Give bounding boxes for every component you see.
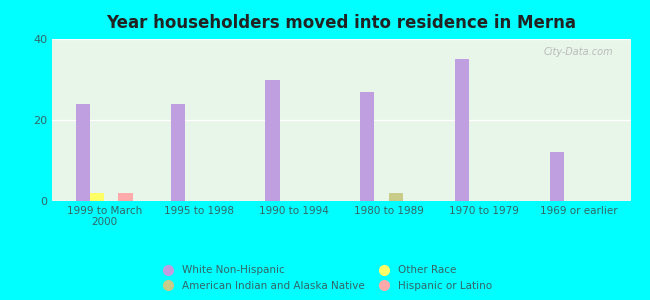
Bar (90, 193, 104, 201)
Legend: White Non-Hispanic, American Indian and Alaska Native, Other Race, Hispanic or L: White Non-Hispanic, American Indian and … (153, 261, 497, 295)
Bar (360, 92, 374, 201)
Bar (265, 80, 280, 201)
Text: City-Data.com: City-Data.com (543, 47, 613, 57)
Bar (170, 104, 185, 201)
Title: Year householders moved into residence in Merna: Year householders moved into residence i… (106, 14, 577, 32)
Bar (118, 193, 133, 201)
Bar (75, 104, 90, 201)
Bar (455, 59, 469, 201)
Bar (550, 152, 564, 201)
Bar (389, 193, 403, 201)
